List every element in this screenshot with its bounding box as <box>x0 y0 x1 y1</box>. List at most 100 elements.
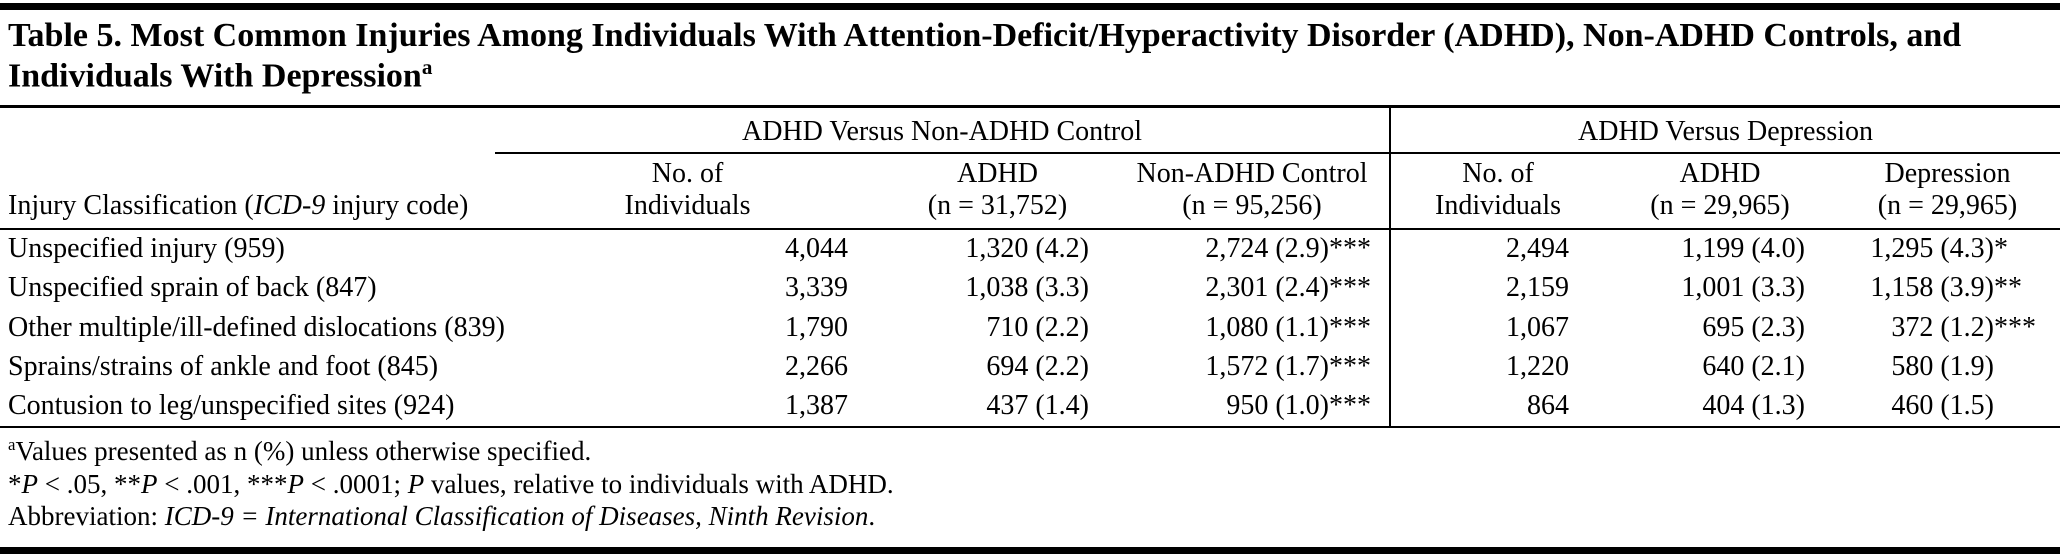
injury-label: Unspecified injury (959) <box>8 233 285 265</box>
bottom-rule <box>0 546 2060 554</box>
group-header-depression: ADHD Versus Depression <box>1389 108 2060 155</box>
footnotes: aValues presented as n (%) unless otherw… <box>0 428 2060 532</box>
column-header-row: Injury Classification (ICD-9 injury code… <box>0 153 2060 231</box>
injury-label: Sprains/strains of ankle and foot (845) <box>8 350 439 382</box>
footnote-a-text: Values presented as n (%) unless otherwi… <box>15 436 592 467</box>
table-title-footnote-marker: a <box>421 55 433 80</box>
table-row: Contusion to leg/unspecified sites (924)… <box>0 387 2060 429</box>
col-header-line2: (n = 31,752) <box>927 189 1068 221</box>
col-header-g2-individuals: No. of Individuals <box>1389 153 1606 231</box>
sig-seg: < .001, *** <box>157 468 288 499</box>
col-header-line1: ADHD <box>957 158 1038 190</box>
col-header-line1: Depression <box>1884 158 2011 190</box>
col-header-line2: Individuals <box>624 189 751 221</box>
cell-value: 1,158 (3.9) <box>1870 272 1995 304</box>
footnote-a-marker: a <box>8 435 16 455</box>
col-header-line1: Non-ADHD Control <box>1136 158 1368 190</box>
col-header-line1: No. of <box>1462 158 1534 190</box>
spanner-row: ADHD Versus Non-ADHD Control ADHD Versus… <box>0 108 2060 155</box>
injury-header-post: injury code) <box>325 189 469 221</box>
injury-label: Contusion to leg/unspecified sites (924) <box>0 387 495 429</box>
injury-label: Unspecified sprain of back (847) <box>8 272 377 304</box>
cell-g2-adhd: 404 (1.3) <box>1605 387 1836 429</box>
col-header-line2: (n = 95,256) <box>1182 189 1322 221</box>
table-title-text: Table 5. Most Common Injuries Among Indi… <box>8 17 1962 95</box>
col-header-g2-adhd: ADHD (n = 29,965) <box>1605 153 1836 231</box>
col-header-g2-depression: Depression (n = 29,965) <box>1835 153 2060 231</box>
cell-g1-adhd: 710 (2.2) <box>986 311 1089 343</box>
cell-g1-control: 2,724 (2.9)*** <box>1205 233 1372 265</box>
cell-g2-depression: 372 (1.2)*** <box>1835 309 2060 348</box>
injury-header-pre: Injury Classification ( <box>8 189 254 221</box>
col-header-g1-adhd: ADHD (n = 31,752) <box>880 153 1115 231</box>
col-header-g1-control: Non-ADHD Control (n = 95,256) <box>1115 153 1391 231</box>
spanner-spacer <box>0 108 495 153</box>
cell-value: 460 (1.5) <box>1891 390 1995 422</box>
top-rule <box>0 3 2060 10</box>
table-row: Sprains/strains of ankle and foot (845) … <box>0 347 2060 388</box>
abbr-icd9: ICD-9 = International Classification of … <box>164 501 869 532</box>
cell-g2-adhd: 1,001 (3.3) <box>1681 272 1806 304</box>
col-header-g1-individuals: No. of Individuals <box>495 153 880 231</box>
cell-g1-adhd: 694 (2.2) <box>986 350 1089 382</box>
sig-seg: < .05, ** <box>38 468 141 499</box>
cell-g2-individuals: 2,159 <box>1389 269 1606 309</box>
sig-p: P <box>287 468 304 499</box>
cell-g2-adhd: 640 (2.1) <box>1702 350 1806 382</box>
col-header-line2: (n = 29,965) <box>1877 189 2018 221</box>
cell-g1-adhd: 437 (1.4) <box>880 387 1115 429</box>
group-header-nonadhd-control: ADHD Versus Non-ADHD Control <box>495 108 1391 155</box>
sig-seg: * <box>8 468 22 499</box>
cell-g1-individuals: 4,044 <box>785 233 848 265</box>
sig-p: P <box>140 468 158 499</box>
cell-g1-individuals: 2,266 <box>785 350 848 382</box>
injuries-table: ADHD Versus Non-ADHD Control ADHD Versus… <box>0 108 2060 429</box>
cell-g1-individuals: 1,790 <box>785 311 848 343</box>
cell-g2-depression: 460 (1.5) <box>1835 387 2060 429</box>
table-row: Other multiple/ill-defined dislocations … <box>0 308 2060 348</box>
sig-p: P <box>407 468 425 499</box>
cell-value: 1,295 (4.3) <box>1870 233 1995 265</box>
title-rule <box>0 105 2060 109</box>
cell-value: 580 (1.9) <box>1891 350 1995 382</box>
sig-seg: values, relative to individuals with ADH… <box>424 468 894 499</box>
col-header-line2: (n = 29,965) <box>1650 189 1790 221</box>
cell-g1-control: 950 (1.0)*** <box>1115 387 1391 429</box>
cell-g2-depression: 1,295 (4.3)* <box>1835 229 2060 269</box>
cell-g2-individuals: 1,067 <box>1389 308 1606 348</box>
cell-g1-individuals: 1,387 <box>495 387 880 429</box>
col-header-line1: No. of <box>651 158 724 190</box>
cell-g2-individuals: 2,494 <box>1389 229 1606 270</box>
table-row: Unspecified injury (959) 4,044 1,320 (4.… <box>0 229 2060 270</box>
col-header-injury-classification: Injury Classification (ICD-9 injury code… <box>0 153 495 231</box>
injury-label: Other multiple/ill-defined dislocations … <box>8 311 505 343</box>
sig-seg: < .0001; <box>303 468 408 499</box>
table-title: Table 5. Most Common Injuries Among Indi… <box>0 10 2060 105</box>
abbr-post: . <box>868 501 876 532</box>
cell-g1-control: 1,572 (1.7)*** <box>1205 350 1372 382</box>
col-header-line2: Individuals <box>1435 189 1562 221</box>
table-row: Unspecified sprain of back (847) 3,339 1… <box>0 269 2060 309</box>
significance-stars: * <box>1994 233 2009 265</box>
cell-g2-individuals: 1,220 <box>1389 347 1606 388</box>
cell-value: 372 (1.2) <box>1891 311 1995 343</box>
cell-g2-adhd: 1,199 (4.0) <box>1681 233 1806 265</box>
cell-g1-individuals: 3,339 <box>785 272 848 304</box>
cell-g1-adhd: 1,320 (4.2) <box>965 233 1089 265</box>
cell-g2-individuals: 864 <box>1389 387 1606 429</box>
cell-g2-depression: 1,158 (3.9)** <box>1835 269 2060 308</box>
abbr-pre: Abbreviation: <box>8 501 165 532</box>
col-header-line1: ADHD <box>1679 158 1761 190</box>
footnote-abbreviation: Abbreviation: ICD-9 = International Clas… <box>8 500 2052 532</box>
cell-g1-control: 2,301 (2.4)*** <box>1205 272 1372 304</box>
injury-header-icd9: ICD-9 <box>253 189 326 221</box>
sig-p: P <box>21 468 39 499</box>
significance-stars: *** <box>1994 311 2037 343</box>
cell-g1-control: 1,080 (1.1)*** <box>1205 311 1372 343</box>
significance-stars: ** <box>1994 272 2023 304</box>
cell-g2-depression: 580 (1.9) <box>1835 348 2060 387</box>
cell-g1-adhd: 1,038 (3.3) <box>965 272 1089 304</box>
footnote-a: aValues presented as n (%) unless otherw… <box>8 435 2052 467</box>
footnote-significance: *P < .05, **P < .001, ***P < .0001; P va… <box>8 468 2052 500</box>
